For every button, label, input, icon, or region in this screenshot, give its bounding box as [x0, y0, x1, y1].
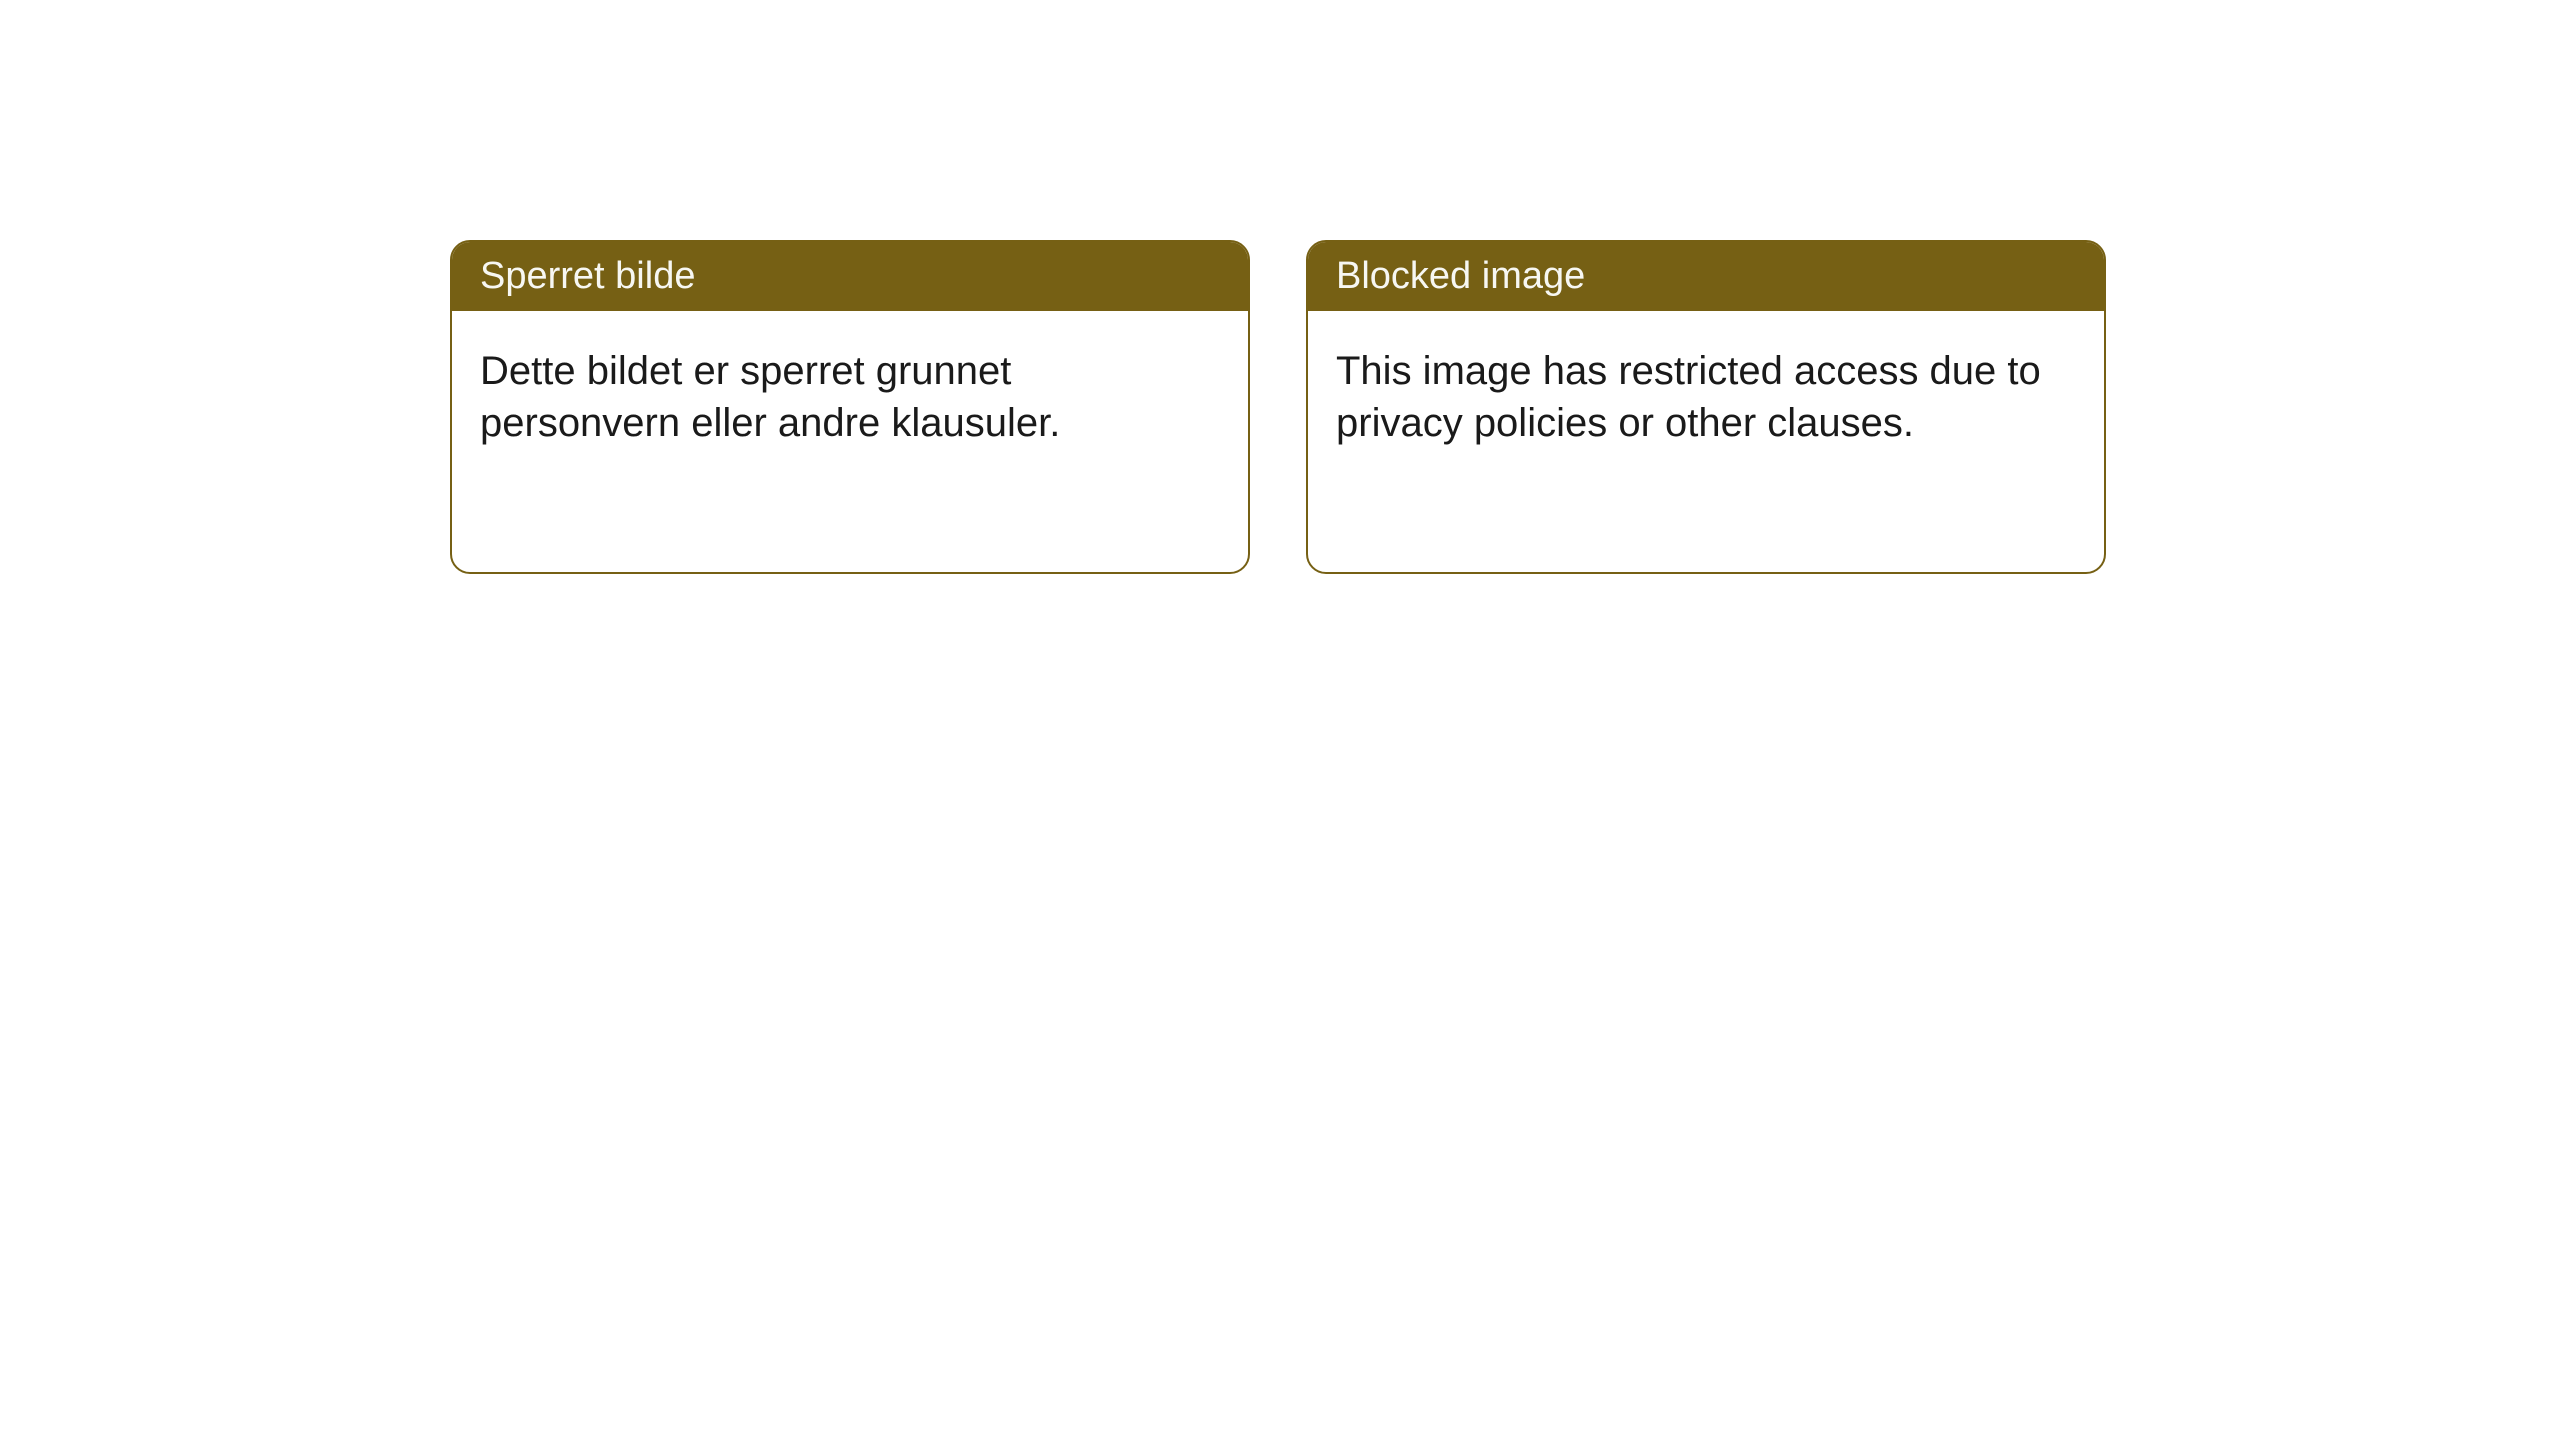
card-title: Blocked image [1308, 242, 2104, 311]
card-body: This image has restricted access due to … [1308, 311, 2104, 483]
card-row: Sperret bilde Dette bildet er sperret gr… [0, 0, 2560, 574]
card-title: Sperret bilde [452, 242, 1248, 311]
blocked-image-card-en: Blocked image This image has restricted … [1306, 240, 2106, 574]
card-body: Dette bildet er sperret grunnet personve… [452, 311, 1248, 483]
blocked-image-card-no: Sperret bilde Dette bildet er sperret gr… [450, 240, 1250, 574]
